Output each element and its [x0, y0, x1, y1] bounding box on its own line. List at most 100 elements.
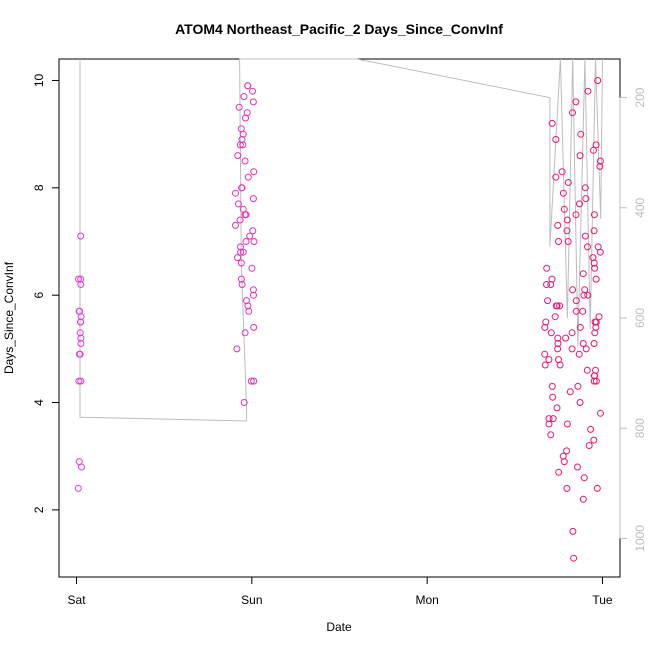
y-tick-label: 6 — [32, 292, 46, 299]
data-point — [242, 238, 250, 245]
y2-tick-label: 200 — [633, 87, 647, 107]
data-point — [554, 334, 562, 342]
data-point — [590, 211, 598, 219]
data-point — [563, 484, 571, 492]
data-point — [238, 281, 246, 288]
data-point — [576, 323, 584, 331]
data-point — [548, 382, 556, 390]
data-point — [552, 136, 560, 143]
data-point — [237, 275, 245, 283]
data-point — [574, 463, 581, 471]
data-point — [76, 307, 84, 315]
data-point — [592, 366, 599, 374]
data-point — [249, 195, 257, 203]
x-axis-label: Date — [326, 620, 352, 634]
data-point — [554, 345, 562, 353]
data-point — [249, 98, 257, 106]
data-point — [236, 216, 244, 224]
data-point — [551, 313, 559, 321]
data-point — [576, 399, 584, 406]
x-tick-label: Sat — [68, 593, 87, 607]
data-point — [581, 184, 589, 192]
data-point — [584, 243, 591, 251]
data-point — [234, 254, 241, 262]
data-point — [552, 302, 560, 310]
data-point — [579, 307, 587, 315]
data-point — [544, 297, 552, 305]
data-point — [587, 425, 595, 433]
data-point — [249, 286, 257, 294]
data-point — [577, 130, 585, 138]
data-point — [237, 259, 245, 267]
data-point — [582, 195, 590, 203]
data-point — [592, 323, 600, 331]
data-point — [240, 399, 248, 406]
data-point — [543, 281, 550, 288]
data-point — [240, 93, 248, 101]
data-point — [545, 415, 553, 423]
y-tick-label: 8 — [32, 184, 46, 191]
data-point — [582, 345, 590, 353]
data-point — [545, 356, 553, 364]
data-point — [239, 205, 247, 213]
data-point — [568, 329, 576, 337]
data-point — [237, 243, 244, 251]
data-point — [591, 318, 599, 326]
data-point — [590, 436, 598, 444]
data-point — [77, 377, 85, 385]
data-point — [238, 136, 246, 143]
data-point — [559, 452, 567, 460]
x-tick-label: Tue — [592, 593, 613, 607]
y-tick-label: 10 — [32, 73, 46, 87]
y-tick-label: 2 — [32, 506, 46, 513]
data-point — [243, 297, 250, 305]
data-point — [239, 248, 247, 256]
data-point — [596, 162, 604, 170]
data-point — [244, 82, 252, 90]
data-point — [591, 264, 599, 272]
data-point — [590, 340, 598, 347]
data-point — [250, 238, 258, 245]
data-point — [246, 232, 254, 240]
data-point — [568, 345, 576, 353]
data-point — [547, 329, 555, 337]
data-point — [595, 313, 603, 321]
data-point — [541, 350, 549, 358]
x-tick-label: Mon — [415, 593, 438, 607]
plot-frame — [58, 58, 621, 578]
data-point — [545, 420, 553, 428]
data-point — [554, 221, 562, 229]
data-point — [542, 318, 550, 326]
data-point — [77, 232, 85, 240]
data-point — [554, 340, 562, 347]
data-point — [579, 340, 587, 347]
data-point — [585, 442, 593, 449]
data-point — [580, 291, 588, 299]
data-point — [597, 409, 604, 417]
data-point — [558, 168, 566, 176]
data-point — [543, 264, 551, 272]
data-point — [592, 275, 600, 283]
data-point — [249, 227, 257, 235]
data-point — [563, 447, 571, 455]
data-point — [555, 238, 562, 245]
data-point — [580, 474, 588, 482]
y-tick-label: 4 — [32, 399, 46, 406]
data-point — [576, 152, 584, 160]
data-point — [547, 431, 555, 439]
data-point — [250, 323, 258, 331]
data-point — [75, 350, 83, 358]
y2-tick-label: 600 — [633, 308, 647, 328]
data-point — [589, 254, 597, 262]
y-axis: 2 4 6 8 10 — [32, 73, 60, 513]
data-point — [590, 227, 598, 235]
data-point — [576, 200, 583, 208]
data-point — [250, 291, 257, 299]
data-point — [553, 404, 561, 412]
data-point — [548, 119, 556, 127]
data-point — [579, 270, 587, 278]
data-point — [592, 141, 600, 149]
data-point — [239, 141, 247, 149]
overlay-line-layer — [79, 58, 603, 422]
